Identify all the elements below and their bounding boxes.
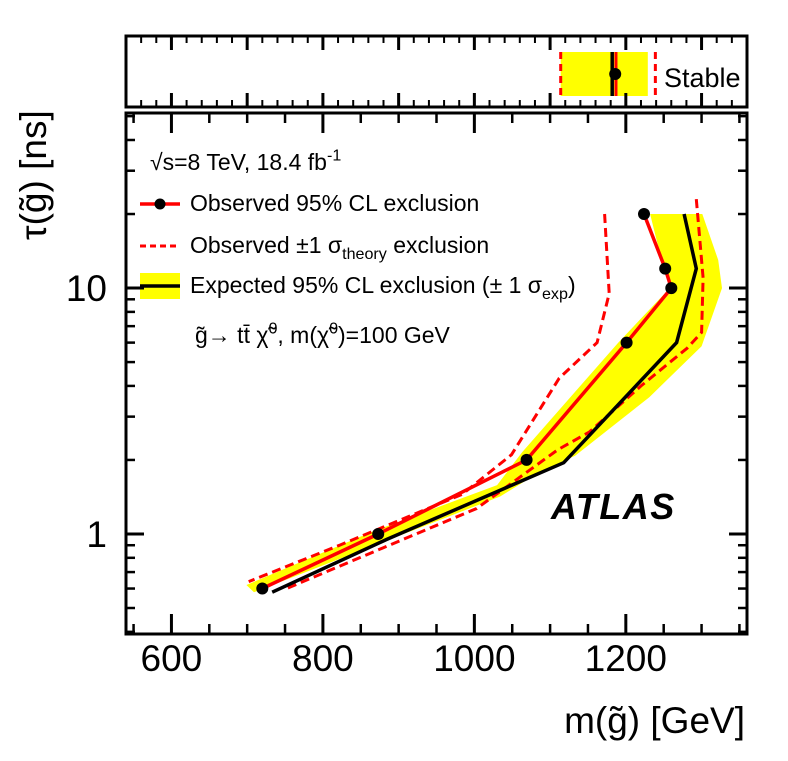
x-axis-title: m(g̃) [GeV] bbox=[564, 700, 745, 741]
stable-strip-frame bbox=[124, 34, 749, 109]
stable-label: Stable bbox=[664, 63, 741, 93]
theory-minus1sigma-line bbox=[248, 213, 611, 583]
y-axis-title: τ(g̃) [ns] bbox=[13, 110, 54, 240]
observed-point bbox=[659, 262, 672, 275]
x-tick-label: 1200 bbox=[585, 638, 667, 679]
legend-expected-label: Expected 95% CL exclusion (± 1 σexp) bbox=[190, 272, 576, 303]
expected-line bbox=[271, 213, 699, 594]
y-tick-label: 10 bbox=[66, 268, 107, 309]
stable-observed-point bbox=[609, 68, 622, 80]
x-axis-ticks bbox=[132, 113, 741, 634]
legend: √s=8 TeV, 18.4 fb-1 Observed 95% CL exclu… bbox=[140, 146, 576, 348]
observed-point bbox=[638, 208, 650, 220]
observed-point bbox=[620, 336, 633, 349]
observed-point bbox=[665, 282, 678, 295]
experiment-label: ATLAS bbox=[550, 486, 676, 527]
process-label: g̃→ tt̄ χ̃0, m(χ̃0)=100 GeV bbox=[195, 319, 451, 348]
legend-observed-dot bbox=[154, 198, 166, 210]
observed-point bbox=[256, 582, 269, 595]
lumi-label: √s=8 TeV, 18.4 fb-1 bbox=[150, 146, 341, 175]
x-tick-label: 800 bbox=[292, 638, 354, 679]
stable-expected-band bbox=[560, 52, 648, 96]
stable-strip: Stable bbox=[559, 52, 741, 96]
observed-point bbox=[520, 453, 533, 466]
x-tick-label: 600 bbox=[141, 638, 203, 679]
expected-band bbox=[246, 214, 722, 593]
main-plot: ATLAS bbox=[246, 198, 722, 595]
y-axis-ticks bbox=[126, 114, 747, 634]
axes: 600 800 1000 1200 1 10 m(g̃) [GeV] τ(g̃) [ns] bbox=[13, 34, 749, 741]
legend-observed-label: Observed 95% CL exclusion bbox=[190, 190, 479, 216]
y-tick-label: 1 bbox=[86, 514, 107, 555]
x-tick-label: 1000 bbox=[433, 638, 515, 679]
stable-strip-ticks bbox=[125, 36, 733, 107]
theory-plus1sigma-line bbox=[286, 198, 705, 590]
observed-point bbox=[372, 528, 385, 540]
legend-theory-label: Observed ±1 σtheory exclusion bbox=[190, 232, 489, 263]
